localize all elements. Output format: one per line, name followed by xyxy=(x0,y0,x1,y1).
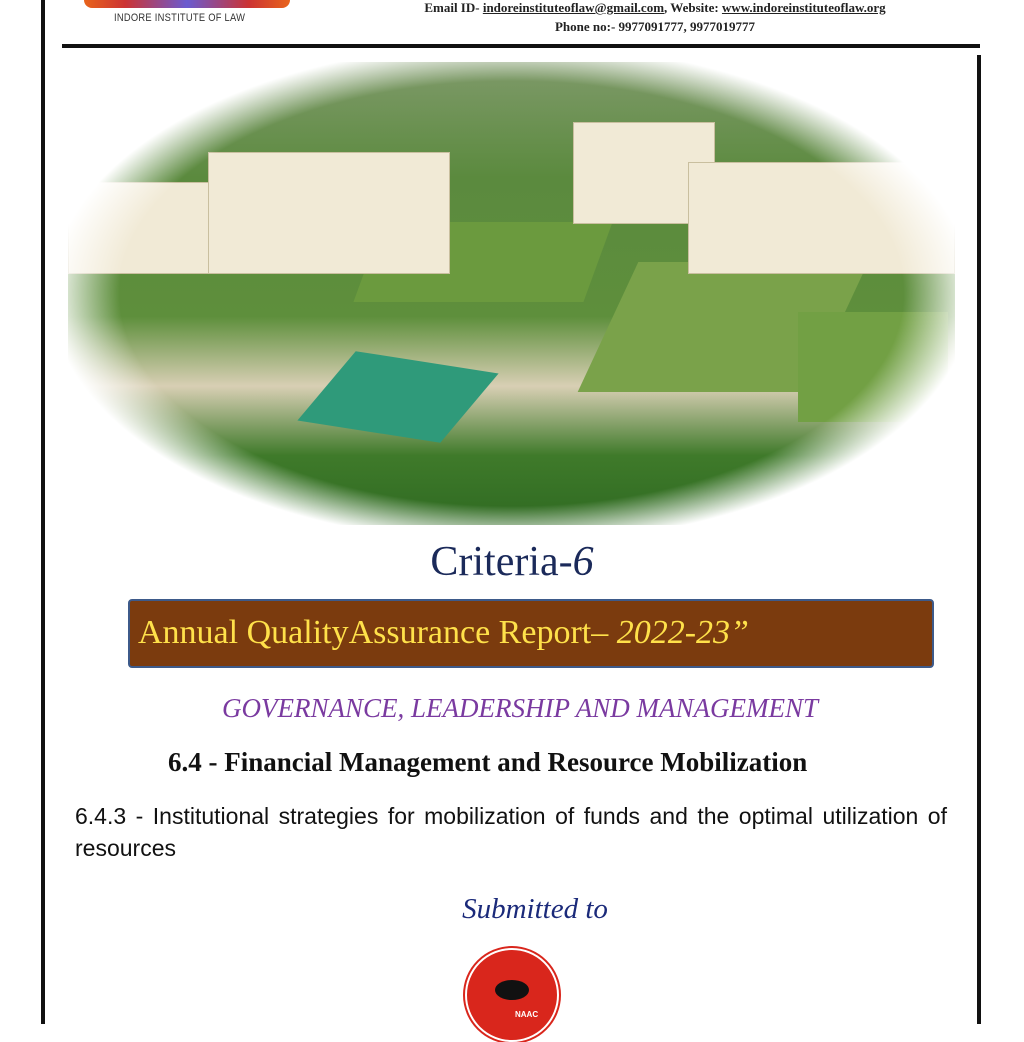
metric-description: 6.4.3 - Institutional strategies for mob… xyxy=(75,803,947,861)
page-border-right xyxy=(977,55,981,1024)
naac-eye-emblem xyxy=(495,980,529,1000)
basketball-court xyxy=(297,351,499,443)
institute-logo: INDORE INSTITUTE OF LAW xyxy=(84,0,290,30)
report-title-text: Annual QualityAssurance Report– xyxy=(138,614,617,651)
submitted-to: Submitted to xyxy=(462,893,608,925)
logo-emblem xyxy=(84,0,290,8)
lawn xyxy=(798,312,948,422)
email-link[interactable]: indoreinstituteoflaw@gmail.com xyxy=(482,0,665,15)
building xyxy=(688,162,955,274)
contact-info: Email ID- indoreinstituteoflaw@gmail.com… xyxy=(330,0,980,36)
naac-logo: NAAC xyxy=(465,948,559,1042)
page-border-left xyxy=(41,0,45,1024)
subsection-heading: 6.4 - Financial Management and Resource … xyxy=(168,747,808,777)
email-label: Email ID- xyxy=(424,0,480,15)
report-year: 2022-23” xyxy=(616,614,749,651)
section-heading: GOVERNANCE, LEADERSHIP AND MANAGEMENT xyxy=(222,693,818,723)
building xyxy=(208,152,450,274)
criteria-title: Criteria-6 xyxy=(0,538,1024,586)
report-title: Annual QualityAssurance Report– 2022-23” xyxy=(138,613,749,653)
phone-number: Phone no:- 9977091777, 9977019777 xyxy=(554,19,756,34)
criteria-word: Criteria- xyxy=(430,539,573,585)
header-divider xyxy=(62,44,980,48)
website-label: Website: xyxy=(670,0,719,15)
campus-aerial-photo xyxy=(68,62,955,525)
email-website-line: Email ID- indoreinstituteoflaw@gmail.com… xyxy=(424,0,886,15)
naac-logo-text: NAAC xyxy=(515,1010,539,1019)
website-link[interactable]: www.indoreinstituteoflaw.org xyxy=(721,0,886,15)
report-banner: Annual QualityAssurance Report– 2022-23” xyxy=(128,599,934,668)
building xyxy=(68,62,180,104)
criteria-number: 6 xyxy=(572,539,594,585)
institute-name: INDORE INSTITUTE OF LAW xyxy=(114,12,246,24)
